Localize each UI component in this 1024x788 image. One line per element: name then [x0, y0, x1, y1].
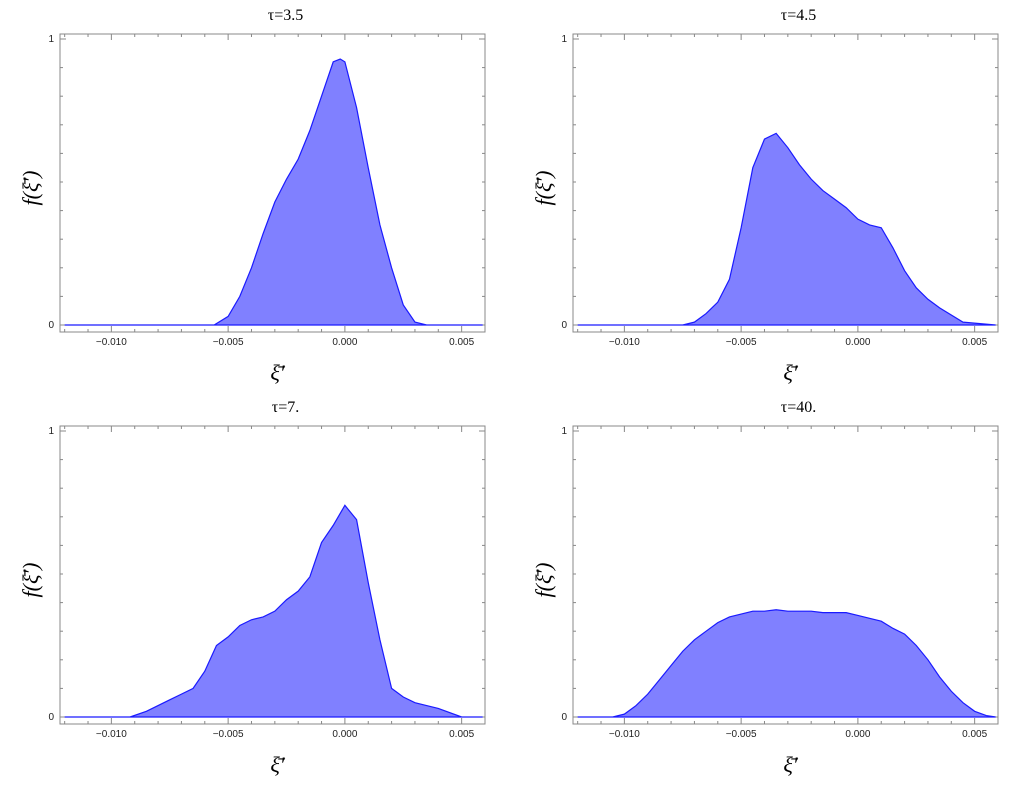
x-axis-label: ξ̄′: [270, 752, 285, 777]
x-tick-label: 0.005: [962, 729, 987, 740]
chart-svg: τ=3.5 −0.010 −0.005 0.000 0.005 0 1 ξ̄′ f(ξ̄′): [18, 7, 486, 385]
y-tick-label: 1: [561, 426, 567, 437]
x-tick-label: 0.000: [845, 337, 870, 348]
distribution-area: [577, 609, 996, 718]
x-tick-label: 0.000: [332, 337, 357, 348]
y-tick-label: 1: [48, 426, 54, 437]
panel-tau-7: τ=7. −0.010 −0.005 0.000 0.005 0 1 ξ̄′ f(ξ̄′): [0, 392, 510, 784]
y-axis-label: f(ξ̄′): [18, 563, 43, 598]
chart-title: τ=3.5: [268, 7, 303, 24]
panel-tau-4-5: τ=4.5 −0.010 −0.005 0.000 0.005 0 1 ξ̄′ f(ξ̄′): [513, 0, 1023, 392]
y-tick-label: 0: [48, 712, 54, 723]
panel-tau-40: τ=40. −0.010 −0.005 0.000 0.005 0 1 ξ̄′ f(ξ̄′): [513, 392, 1023, 784]
distribution-area: [64, 58, 483, 326]
plot-frame: [59, 425, 486, 725]
chart-svg: τ=4.5 −0.010 −0.005 0.000 0.005 0 1 ξ̄′ f(ξ̄′): [531, 7, 999, 385]
y-axis-label: f(ξ̄′): [531, 171, 556, 206]
x-tick-label: −0.010: [609, 729, 640, 740]
x-tick-label: −0.010: [96, 729, 127, 740]
x-tick-label: 0.005: [449, 337, 474, 348]
plot-frame: [572, 425, 999, 725]
x-tick-label: −0.005: [726, 729, 757, 740]
y-axis-label: f(ξ̄′): [531, 563, 556, 598]
x-tick-label: 0.005: [449, 729, 474, 740]
x-tick-label: −0.005: [213, 729, 244, 740]
panel-tau-3-5: τ=3.5 −0.010 −0.005 0.000 0.005 0 1 ξ̄′ f(ξ̄′): [0, 0, 510, 392]
y-tick-label: 0: [561, 712, 567, 723]
chart-title: τ=40.: [781, 399, 816, 416]
y-tick-label: 0: [561, 320, 567, 331]
distribution-area: [577, 132, 996, 326]
x-tick-label: 0.000: [845, 729, 870, 740]
x-axis-label: ξ̄′: [783, 752, 798, 777]
y-axis-label: f(ξ̄′): [18, 171, 43, 206]
x-axis-label: ξ̄′: [270, 360, 285, 385]
x-tick-label: −0.010: [609, 337, 640, 348]
chart-title: τ=4.5: [781, 7, 816, 24]
y-tick-label: 1: [48, 34, 54, 45]
chart-svg: τ=40. −0.010 −0.005 0.000 0.005 0 1 ξ̄′ f(ξ̄′): [531, 399, 999, 777]
plot-frame: [572, 33, 999, 333]
chart-svg: τ=7. −0.010 −0.005 0.000 0.005 0 1 ξ̄′ f(ξ̄′): [18, 399, 486, 777]
x-tick-label: −0.005: [213, 337, 244, 348]
y-tick-label: 0: [48, 320, 54, 331]
x-axis-label: ξ̄′: [783, 360, 798, 385]
distribution-area: [64, 504, 483, 718]
x-tick-label: −0.010: [96, 337, 127, 348]
x-tick-label: 0.000: [332, 729, 357, 740]
y-tick-label: 1: [561, 34, 567, 45]
x-tick-label: 0.005: [962, 337, 987, 348]
plot-frame: [59, 33, 486, 333]
chart-title: τ=7.: [272, 399, 299, 416]
x-tick-label: −0.005: [726, 337, 757, 348]
